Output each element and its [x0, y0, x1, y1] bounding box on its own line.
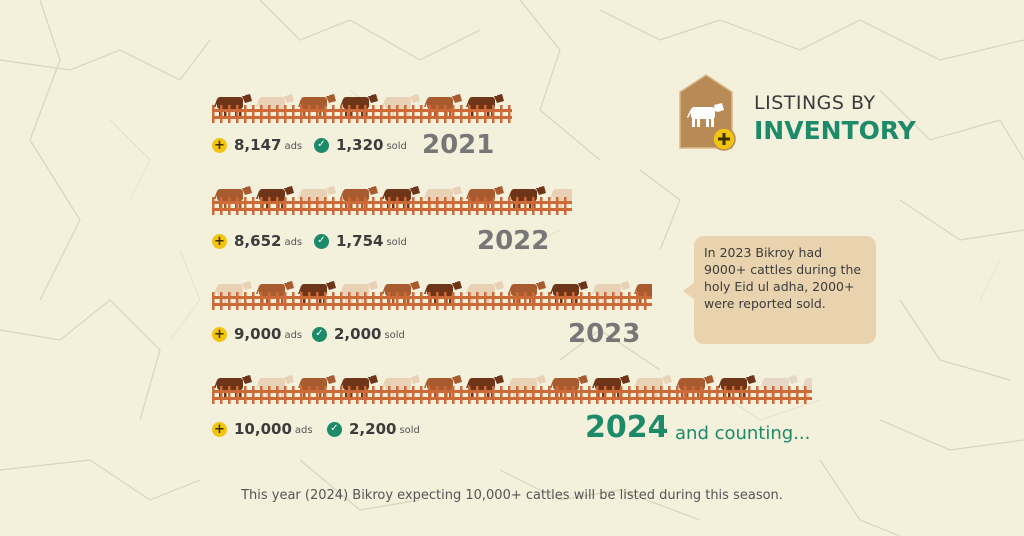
year-row-2023: + 9,000 ads ✓ 2,000 sold 2023 [212, 278, 692, 353]
year-label: 2022 [477, 226, 550, 256]
year-row-2024: + 10,000 ads ✓ 2,200 sold 2024 and count… [212, 372, 832, 452]
plus-icon: + [212, 233, 227, 249]
sold-stat: ✓ 2,000 sold [312, 325, 405, 343]
title-block: LISTINGS BY INVENTORY [674, 72, 916, 160]
ads-stat: + 9,000 ads [212, 325, 302, 343]
ads-unit: ads [284, 237, 303, 248]
herd-2023 [212, 280, 652, 310]
sold-count: 2,000 [334, 325, 382, 343]
sold-unit: sold [399, 425, 420, 436]
title-line-1: LISTINGS BY [754, 92, 876, 114]
herd-2021 [212, 93, 512, 123]
year-label-current: 2024 [585, 410, 669, 445]
ads-count: 9,000 [234, 325, 282, 343]
fence [212, 386, 812, 404]
sold-count: 1,320 [336, 136, 384, 154]
callout-text: In 2023 Bikroy had 9000+ cattles during … [704, 245, 862, 311]
cow-icon [340, 280, 378, 304]
ads-count: 10,000 [234, 420, 292, 438]
check-icon: ✓ [327, 421, 342, 437]
ads-count: 8,147 [234, 136, 282, 154]
year-label: 2021 [422, 130, 495, 160]
and-counting-label: and counting... [675, 423, 811, 444]
fence [212, 292, 652, 310]
callout-bubble: In 2023 Bikroy had 9000+ cattles during … [683, 236, 876, 344]
ads-count: 8,652 [234, 232, 282, 250]
ads-stat: + 8,652 ads [212, 232, 302, 250]
cow-tag-icon [679, 74, 736, 151]
sold-stat: ✓ 1,754 sold [314, 232, 407, 250]
year-label: 2023 [568, 319, 641, 349]
sold-count: 2,200 [349, 420, 397, 438]
herd-2024 [212, 374, 812, 404]
ads-unit: ads [284, 330, 303, 341]
plus-icon: + [212, 137, 227, 153]
title-line-2: INVENTORY [754, 116, 916, 145]
ads-stat: + 10,000 ads [212, 420, 313, 438]
sold-count: 1,754 [336, 232, 384, 250]
footer-note: This year (2024) Bikroy expecting 10,000… [241, 488, 783, 503]
year-row-2022: + 8,652 ads ✓ 1,754 sold 2022 [212, 183, 692, 258]
sold-unit: sold [386, 141, 407, 152]
cow-icon [687, 103, 724, 127]
cow-icon [550, 189, 572, 209]
sold-stat: ✓ 1,320 sold [314, 136, 407, 154]
year-row-2021: + 8,147 ads ✓ 1,320 sold 2021 [212, 91, 692, 161]
cow-icon [466, 93, 504, 117]
callout-tail [683, 282, 695, 300]
sold-unit: sold [384, 330, 405, 341]
plus-icon: + [212, 326, 227, 342]
cow-icon [466, 185, 504, 209]
cow-icon-projected [802, 378, 812, 398]
herd-2022 [212, 185, 572, 215]
sold-stat: ✓ 2,200 sold [327, 420, 420, 438]
check-icon: ✓ [314, 233, 329, 249]
sold-unit: sold [386, 237, 407, 248]
fence [212, 105, 512, 123]
ads-unit: ads [294, 425, 313, 436]
ads-unit: ads [284, 141, 303, 152]
fence [212, 197, 572, 215]
plus-icon: + [212, 421, 227, 437]
ads-stat: + 8,147 ads [212, 136, 302, 154]
check-icon: ✓ [314, 137, 329, 153]
check-icon: ✓ [312, 326, 327, 342]
